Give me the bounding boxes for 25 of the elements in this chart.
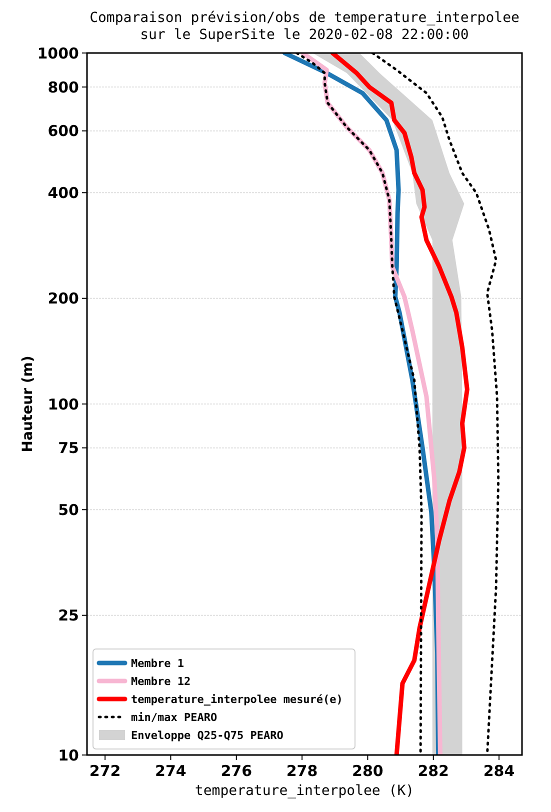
x-tick-label: 276 bbox=[220, 762, 252, 780]
legend-label: Enveloppe Q25-Q75 PEARO bbox=[131, 728, 284, 742]
y-tick-label: 200 bbox=[48, 290, 79, 308]
y-tick-label: 75 bbox=[58, 439, 79, 458]
y-tick-label: 10 bbox=[58, 746, 79, 764]
y-tick-label: 25 bbox=[58, 606, 79, 625]
y-tick-label: 50 bbox=[58, 500, 79, 519]
x-tick-label: 284 bbox=[483, 762, 515, 780]
y-tick-label: 600 bbox=[48, 122, 79, 140]
legend-label: Membre 12 bbox=[131, 674, 191, 688]
y-axis-title: Hauteur (m) bbox=[20, 356, 36, 452]
y-tick-label: 400 bbox=[48, 184, 79, 202]
y-tick-label: 800 bbox=[48, 78, 79, 96]
x-axis-title: temperature_interpolee (K) bbox=[194, 783, 414, 799]
legend-label: temperature_interpolee mesuré(e) bbox=[131, 692, 343, 706]
y-tick-label: 1000 bbox=[37, 44, 79, 62]
x-tick-label: 272 bbox=[89, 762, 121, 780]
x-tick-label: 274 bbox=[155, 762, 186, 780]
x-tick-label: 278 bbox=[286, 762, 318, 780]
x-tick-label: 282 bbox=[418, 762, 450, 780]
chart-title: Comparaison prévision/obs de temperature_interpolee sur le SuperSite le 2020-02-08 22:00:00 bbox=[90, 10, 520, 43]
legend-label: Membre 1 bbox=[131, 656, 184, 670]
y-tick-label: 100 bbox=[48, 395, 79, 414]
legend-label: min/max PEARO bbox=[131, 710, 218, 724]
x-tick-label: 280 bbox=[352, 762, 384, 780]
